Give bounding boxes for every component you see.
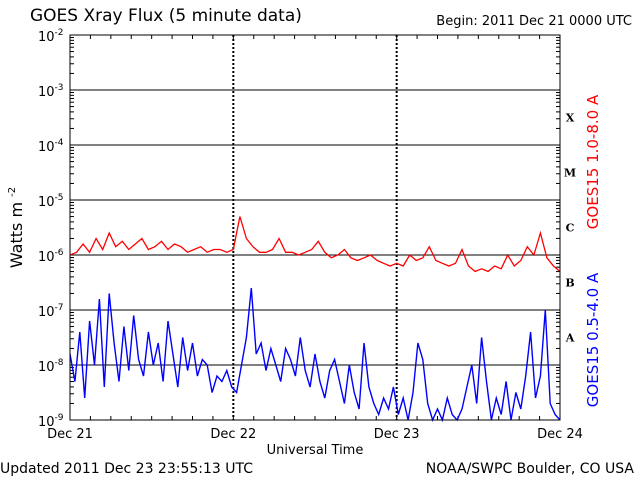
y-tick-label: 10-3 xyxy=(38,83,64,100)
legend-label-1: GOES15 1.0-8.0 A xyxy=(584,94,602,229)
legend-label-2: GOES15 0.5-4.0 A xyxy=(584,272,602,407)
y-tick-label: 10-8 xyxy=(38,358,64,375)
updated-timestamp: Updated 2011 Dec 23 23:55:13 UTC xyxy=(0,461,254,477)
x-tick-label: Dec 23 xyxy=(374,427,420,442)
y-tick-label: 10-9 xyxy=(38,413,64,430)
y-axis-label: Watts m -2 xyxy=(7,187,26,268)
flare-class-label: X xyxy=(566,112,575,125)
x-axis-label: Universal Time xyxy=(267,443,364,458)
y-tick-label: 10-2 xyxy=(38,28,64,45)
chart-title: GOES Xray Flux (5 minute data) xyxy=(30,6,302,26)
x-tick-label: Dec 21 xyxy=(47,427,93,442)
y-tick-label: 10-6 xyxy=(38,248,64,265)
flare-class-label: M xyxy=(564,167,576,180)
x-tick-label: Dec 24 xyxy=(537,427,583,442)
series-line-1 xyxy=(69,216,561,273)
y-tick-label: 10-7 xyxy=(38,303,64,320)
series-line-2 xyxy=(69,287,561,423)
credit-label: NOAA/SWPC Boulder, CO USA xyxy=(425,461,634,477)
y-tick-label: 10-5 xyxy=(38,193,64,210)
y-tick-label: 10-4 xyxy=(38,138,64,155)
begin-time-label: Begin: 2011 Dec 21 0000 UTC xyxy=(436,14,632,29)
flare-class-label: C xyxy=(566,222,575,235)
flare-class-label: B xyxy=(565,277,574,290)
x-tick-label: Dec 22 xyxy=(210,427,256,442)
flare-class-label: A xyxy=(565,332,575,345)
plot-frame xyxy=(69,34,561,421)
